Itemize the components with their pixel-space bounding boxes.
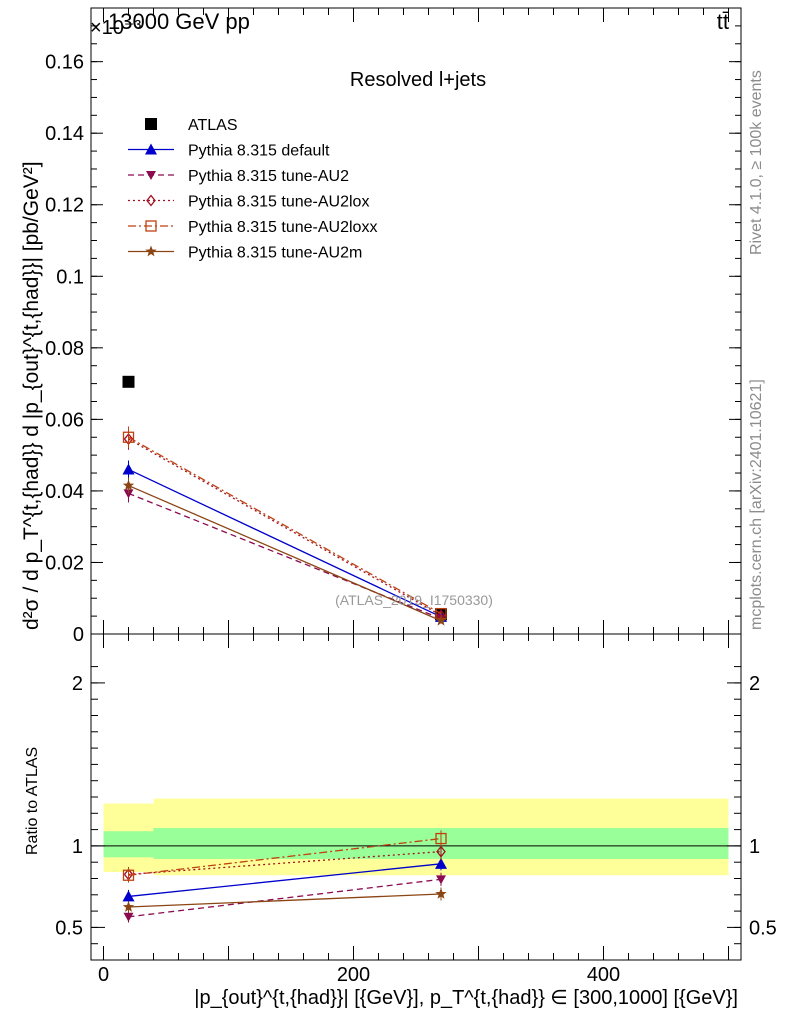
- legend-label: Pythia 8.315 tune-AU2lox: [188, 194, 369, 211]
- ratio-series-1: [123, 872, 446, 923]
- series-line: [128, 468, 442, 618]
- main-data-series: [122, 375, 447, 626]
- data-point: [122, 463, 135, 475]
- ratio-line: [128, 893, 442, 908]
- series-4: [122, 426, 447, 620]
- chart-title: Resolved l+jets: [350, 69, 486, 91]
- legend-marker: [145, 143, 157, 155]
- ratio-frame: [90, 633, 742, 961]
- exponent-label: ×10⁻³: [90, 17, 141, 39]
- legend: ATLAS Pythia 8.315 default Pythia 8.315 tu…: [128, 117, 377, 262]
- legend-label: Pythia 8.315 tune-AU2: [188, 168, 349, 185]
- main-ytick-label: 0.04: [45, 481, 84, 503]
- ratio-series-4: [122, 887, 447, 913]
- series-line: [128, 484, 442, 622]
- ratio-ytick-label-right: 0.5: [749, 917, 777, 939]
- ratio-data-series: [122, 830, 447, 923]
- main-frame: [90, 7, 742, 635]
- main-ytick-label: 0.16: [45, 52, 84, 74]
- ratio-line: [128, 837, 442, 876]
- main-ytick-label: 0.02: [45, 552, 84, 574]
- legend-entry-4: Pythia 8.315 tune-AU2loxx: [128, 219, 377, 236]
- main-ytick-label: 0.12: [45, 195, 84, 217]
- process-label: tt̄: [717, 9, 729, 34]
- ratio-point: [435, 857, 447, 869]
- ratio-xtick-label: 0: [98, 964, 109, 986]
- legend-entry-5: Pythia 8.315 tune-AU2m: [128, 245, 362, 262]
- data-point: [122, 431, 135, 443]
- ratio-ytick-label-right: 1: [749, 836, 760, 858]
- ratio-point: [435, 832, 447, 845]
- ratio-series-0: [122, 857, 447, 903]
- ratio-line: [128, 878, 442, 918]
- legend-marker: [145, 220, 157, 232]
- ratio-axes: 0 200 400 0.5 0.5 1 1 2 2: [55, 633, 777, 986]
- ratio-series-3: [122, 830, 447, 883]
- ratio-point: [122, 890, 135, 902]
- main-ytick-label: 0.1: [56, 266, 84, 288]
- main-ytick-label: 0.06: [45, 409, 84, 431]
- ratio-ytick-label-left: 1: [72, 836, 83, 858]
- legend-label: Pythia 8.315 tune-AU2loxx: [188, 219, 377, 236]
- source-label: mcplots.cern.ch [arXiv:2401.10621]: [748, 379, 765, 630]
- legend-marker: [146, 194, 156, 207]
- ratio-ytick-label-right: 2: [749, 673, 760, 695]
- series-line: [128, 436, 442, 615]
- main-axes: 0 0.02 0.04 0.06 0.08 0.1 0.12 0.14 0.16: [45, 7, 742, 646]
- data-point: [435, 614, 447, 626]
- energy-label: 13000 GeV pp: [108, 9, 250, 34]
- ratio-line: [128, 863, 442, 898]
- legend-label: ATLAS: [188, 117, 238, 134]
- legend-entry-1: Pythia 8.315 default: [128, 143, 330, 160]
- ratio-ytick-label-left: 2: [72, 673, 83, 695]
- main-y-axis-label: d²σ / d p_T^{t,{had}} d |p_{out}^{t,{had…: [20, 161, 43, 630]
- ratio-point: [436, 875, 446, 885]
- analysis-watermark: (ATLAS_2019_I1750330): [335, 592, 493, 608]
- legend-entry-0: ATLAS: [145, 117, 238, 134]
- legend-marker: [145, 245, 157, 257]
- legend-marker: [145, 118, 157, 130]
- legend-marker: [146, 171, 156, 180]
- series-line: [128, 438, 442, 616]
- ratio-point: [123, 912, 134, 922]
- main-ytick-label: 0.14: [45, 123, 84, 145]
- series-0: [122, 375, 447, 621]
- legend-entry-3: Pythia 8.315 tune-AU2lox: [128, 194, 369, 211]
- legend-entry-2: Pythia 8.315 tune-AU2: [128, 168, 349, 185]
- band-stat-0: [103, 831, 154, 858]
- ratio-uncertainty-bands: [103, 798, 729, 876]
- ratio-point: [122, 869, 135, 881]
- legend-label: Pythia 8.315 tune-AU2m: [188, 245, 362, 262]
- ratio-xtick-label: 400: [587, 964, 620, 986]
- ratio-point: [435, 888, 447, 899]
- ratio-point: [436, 845, 446, 858]
- data-point: [122, 375, 135, 388]
- legend-label: Pythia 8.315 default: [188, 143, 330, 160]
- ratio-line: [128, 850, 442, 876]
- main-ytick-label: 0.08: [45, 338, 84, 360]
- data-point: [122, 479, 135, 491]
- rivet-version-label: Rivet 4.1.0, ≥ 100k events: [748, 70, 765, 255]
- ratio-xtick-label: 200: [337, 964, 370, 986]
- x-axis-label: |p_{out}^{t,{had}}| [{GeV}], p_T^{t,{had…: [194, 987, 738, 1009]
- main-ytick-label: 0: [73, 624, 84, 646]
- data-point: [123, 489, 134, 499]
- ratio-ytick-label-left: 0.5: [55, 917, 83, 939]
- series-5: [122, 477, 447, 626]
- ratio-y-axis-label: Ratio to ATLAS: [24, 747, 41, 855]
- ratio-point: [122, 901, 135, 912]
